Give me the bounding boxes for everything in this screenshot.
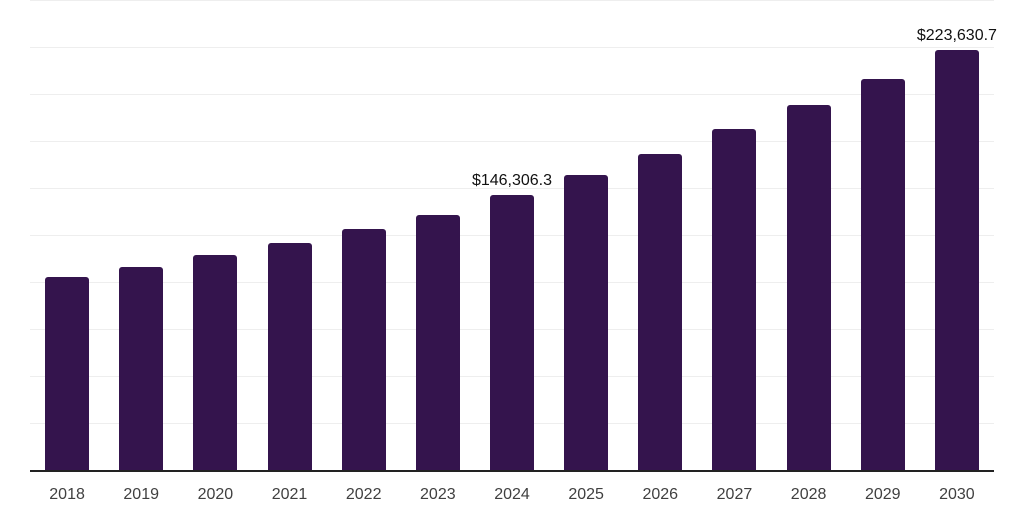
x-tick-label-2019: 2019 [123,486,159,503]
bar-2023 [415,214,460,470]
bar-2026 [638,153,683,470]
bar-slot-2026 [623,0,697,470]
x-tick-label-2028: 2028 [790,486,827,503]
bar-slot-2027 [697,0,771,470]
gridline [30,188,994,189]
bar-slot-2030: $223,630.7 [916,0,997,470]
bar-2027 [712,128,757,470]
gridline [30,0,994,1]
bar-slot-2020 [178,0,252,470]
bar-slot-2021 [252,0,326,470]
bar-value-label-2024: $146,306.3 [471,171,553,189]
x-tick-label-2029: 2029 [864,486,901,503]
x-tick-label-2020: 2020 [197,486,234,503]
bar-2020 [193,254,238,470]
gridline [30,47,994,48]
plot-area: $146,306.3 $223,630.7 [30,0,997,470]
bar-2022 [341,228,386,470]
x-tick-label-2023: 2023 [420,486,456,503]
bar-2018 [45,276,90,470]
x-tick-label-2027: 2027 [716,486,753,503]
x-tick-label-2030: 2030 [939,486,975,503]
bar-2021 [267,242,312,470]
gridline [30,94,994,95]
bar-2028 [786,104,831,470]
x-tick-label-2021: 2021 [271,486,308,503]
x-tick-label-2025: 2025 [568,486,604,503]
bar-2019 [119,266,164,470]
x-tick-label-2024: 2024 [494,486,530,503]
bar-slot-2025 [549,0,623,470]
bar-value-label-2030: $223,630.7 [916,26,997,44]
bar-slot-2029 [846,0,920,470]
bar-2029 [860,78,905,470]
x-tick-label-2018: 2018 [49,486,85,503]
bar-slot-2018 [30,0,104,470]
bar-slot-2019 [104,0,178,470]
bar-2025 [564,174,609,470]
bar-2030 [934,49,979,470]
bar-slot-2024: $146,306.3 [471,0,553,470]
x-tick-label-2022: 2022 [345,486,382,503]
bar-slot-2022 [327,0,401,470]
bar-slot-2028 [772,0,846,470]
gridline [30,141,994,142]
bar-2024 [489,194,534,470]
bar-slot-2023 [401,0,475,470]
x-axis-labels: 2018 2019 2020 2021 2022 2023 2024 2025 2026 2027… [30,484,994,506]
x-axis-line [30,470,994,472]
x-tick-label-2026: 2026 [642,486,679,503]
